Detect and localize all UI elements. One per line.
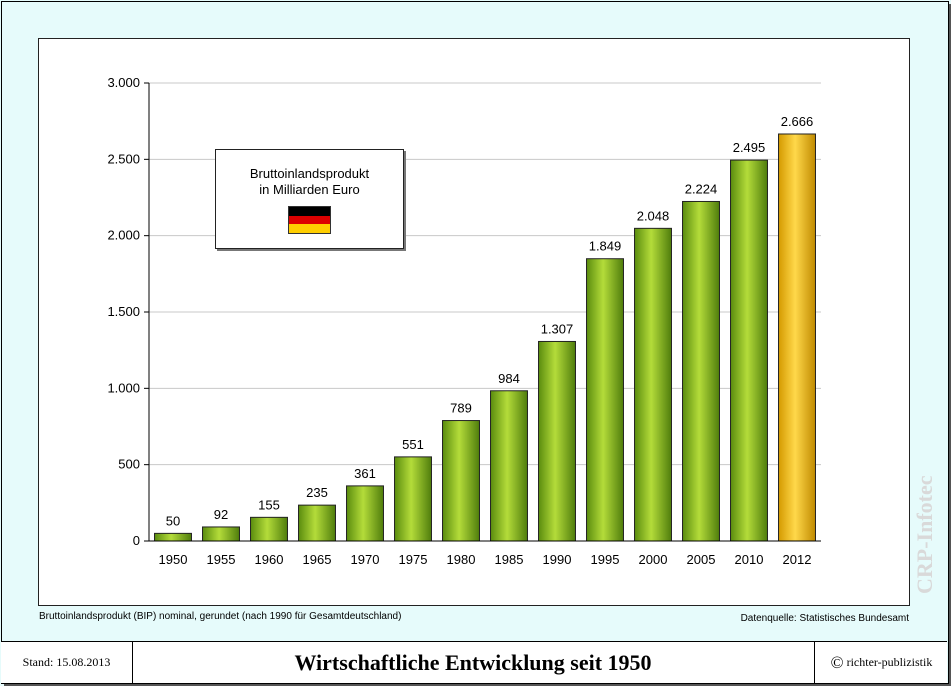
plot-panel: 50 1950 92 1955 155 1960 235 1965 361 1970 551 1975… [38,38,910,606]
bar-value-label: 155 [258,497,280,512]
bar-value-label: 235 [306,485,328,500]
x-tick-label: 1980 [447,552,476,567]
bar-1950 [154,532,192,542]
bar-value-label: 2.666 [781,114,814,129]
copyright-text: richter-publizistik [846,655,933,669]
bar-value-label: 92 [214,507,228,522]
bar-1955 [202,526,240,542]
x-tick-label: 1950 [159,552,188,567]
bar-value-label: 551 [402,437,424,452]
bar-value-label: 984 [498,371,520,386]
y-tick-label: 1.000 [107,380,140,395]
x-tick-label: 1965 [303,552,332,567]
bar-1980 [442,420,480,542]
bar-value-label: 2.495 [733,140,766,155]
flag-stripe-black [289,207,330,216]
bar-value-label: 789 [450,401,472,416]
x-tick-label: 2005 [687,552,716,567]
x-tick-label: 1985 [495,552,524,567]
bar-1965 [298,504,336,542]
chart-subtitle: in Milliarden Euro [259,182,360,197]
bar-value-label: 50 [166,513,180,528]
footer-date: Stand: 15.08.2013 [1,642,133,683]
bar-1975 [394,456,432,542]
bar-value-label: 361 [354,466,376,481]
x-tick-label: 1970 [351,552,380,567]
bar-2005 [682,200,720,542]
bar-value-label: 2.048 [637,208,670,223]
footer-bar: Stand: 15.08.2013 Wirtschaftliche Entwic… [1,641,947,683]
chart-title: Bruttoinlandsprodukt [249,166,370,181]
copyright-icon: © [830,652,844,672]
y-tick-label: 2.500 [107,151,140,166]
german-flag-icon [288,206,331,234]
y-tick-label: 500 [118,457,140,472]
footer-copyright: © richter-publizistik [814,642,948,683]
x-tick-label: 1995 [591,552,620,567]
footnote-left: Bruttoinlandsprodukt (BIP) nominal, geru… [39,611,402,622]
x-tick-label: 2010 [735,552,764,567]
flag-stripe-gold [289,224,330,233]
bar-1960 [250,516,288,542]
bar-value-label: 2.224 [685,181,718,196]
source-note: Datenquelle: Statistisches Bundesamt [740,613,909,624]
bar-2012 [778,133,816,542]
x-tick-label: 2000 [639,552,668,567]
chart-legend-box: Bruttoinlandsprodukt in Milliarden Euro [215,149,404,249]
x-tick-label: 1975 [399,552,428,567]
y-tick-label: 2.000 [107,228,140,243]
x-tick-label: 2012 [783,552,812,567]
x-tick-label: 1990 [543,552,572,567]
bar-1985 [490,390,528,542]
x-tick-label: 1955 [207,552,236,567]
x-tick-label: 1960 [255,552,284,567]
bar-1970 [346,485,384,542]
bar-2010 [730,159,768,542]
bar-chart: 50 1950 92 1955 155 1960 235 1965 361 1970 551 1975… [107,75,821,567]
y-tick-label: 3.000 [107,75,140,90]
flag-stripe-red [289,215,330,225]
watermark: CRP-Infotec [912,475,937,595]
bar-1995 [586,258,624,542]
y-tick-label: 0 [133,533,140,548]
bar-2000 [634,227,672,542]
y-tick-label: 1.500 [107,304,140,319]
footer-title: Wirtschaftliche Entwicklung seit 1950 [294,649,652,675]
bar-1990 [538,340,576,542]
bar-value-label: 1.849 [589,239,622,254]
bar-value-label: 1.307 [541,321,574,336]
